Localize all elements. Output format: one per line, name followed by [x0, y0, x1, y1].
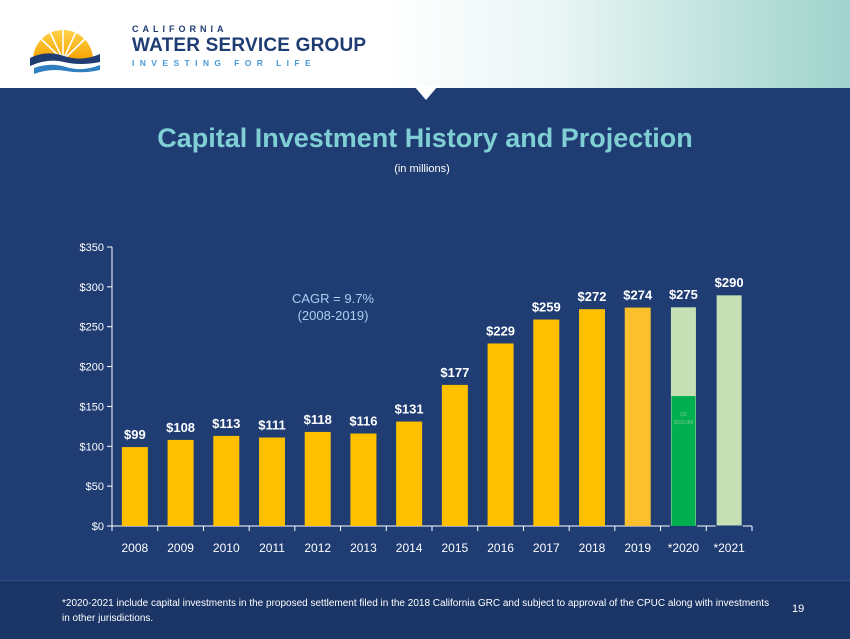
x-tick-label: 2016: [487, 541, 514, 555]
x-tick-label: 2011: [259, 541, 285, 555]
footer-band: [0, 580, 850, 639]
value-label: $108: [166, 420, 195, 435]
x-tick-label: 2015: [442, 541, 469, 555]
value-label: $274: [623, 288, 653, 303]
value-label: $99: [124, 427, 146, 442]
value-label: $116: [349, 414, 377, 429]
value-label: $229: [486, 323, 515, 338]
bar: [213, 435, 240, 526]
logo-text-main: WATER SERVICE GROUP: [132, 35, 367, 56]
bar-segment-2020: [671, 396, 696, 526]
header-notch: [414, 86, 438, 100]
bar: [304, 431, 331, 526]
x-tick-label: 2017: [533, 541, 560, 555]
segment-label-line2: $163.0M: [674, 420, 693, 426]
value-label: $275: [669, 287, 698, 302]
bar: [167, 439, 194, 526]
slide-subtitle: (in millions): [394, 163, 450, 175]
bar: [487, 343, 514, 526]
value-label: $113: [212, 416, 240, 431]
header-banner: [0, 0, 850, 88]
bar: [350, 433, 377, 526]
value-label: $111: [258, 418, 286, 433]
y-tick-label: $300: [80, 282, 104, 294]
x-tick-label: 2014: [396, 541, 423, 555]
y-tick-label: $200: [80, 362, 104, 374]
value-labels: $99 $108 $113 $111 $118 $116 $131 $177 $229 $259 $…: [124, 275, 744, 442]
x-tick-label: 2009: [167, 541, 194, 555]
x-tick-label: 2010: [213, 541, 240, 555]
bar: [533, 319, 560, 526]
bar: [396, 421, 423, 526]
footnote: *2020-2021 include capital investments i…: [62, 598, 770, 624]
y-tick-label: $150: [80, 401, 104, 413]
segment-label-line1: Q2: [680, 412, 687, 418]
bar: [121, 447, 148, 526]
company-logo: CALIFORNIA WATER SERVICE GROUP INVESTING…: [28, 20, 366, 78]
bars: Q2 $163.0M: [121, 294, 743, 527]
value-label: $177: [440, 365, 469, 380]
logo-text-top: CALIFORNIA: [132, 24, 228, 34]
bar: [441, 384, 468, 526]
x-tick-label: 2019: [624, 541, 651, 555]
y-tick-label: $350: [80, 242, 104, 254]
cagr-annotation-line1: CAGR = 9.7%: [292, 291, 374, 306]
bar: [579, 309, 605, 526]
x-tick-label: 2012: [304, 541, 331, 555]
value-label: $131: [395, 402, 424, 417]
x-tick-label: *2021: [713, 541, 745, 555]
page-number: 19: [792, 603, 805, 615]
x-tick-label: *2020: [668, 541, 700, 555]
slide-title: Capital Investment History and Projectio…: [157, 123, 693, 153]
y-tick-label: $100: [80, 441, 104, 453]
value-label: $118: [304, 412, 332, 427]
x-axis-labels: 2008 2009 2010 2011 2012 2013 2014 2015 2016 2017…: [122, 541, 746, 555]
x-tick-label: 2008: [122, 541, 149, 555]
value-label: $259: [532, 300, 561, 315]
value-label: $290: [715, 275, 744, 290]
bar: [259, 437, 285, 526]
sun-wave-icon: [30, 30, 100, 74]
y-tick-label: $0: [92, 521, 104, 533]
y-tick-label: $250: [80, 322, 104, 334]
bar: [624, 307, 651, 526]
cagr-annotation-line2: (2008-2019): [298, 308, 369, 323]
logo-text-sub: INVESTING FOR LIFE: [132, 58, 317, 68]
value-label: $272: [578, 289, 607, 304]
x-tick-label: 2013: [350, 541, 377, 555]
bar-chart: $0$50$100$150$200$250$300$350 Q2$163.0M …: [80, 242, 753, 555]
x-tick-label: 2018: [579, 541, 606, 555]
y-tick-label: $50: [86, 481, 104, 493]
bar: [715, 294, 743, 527]
